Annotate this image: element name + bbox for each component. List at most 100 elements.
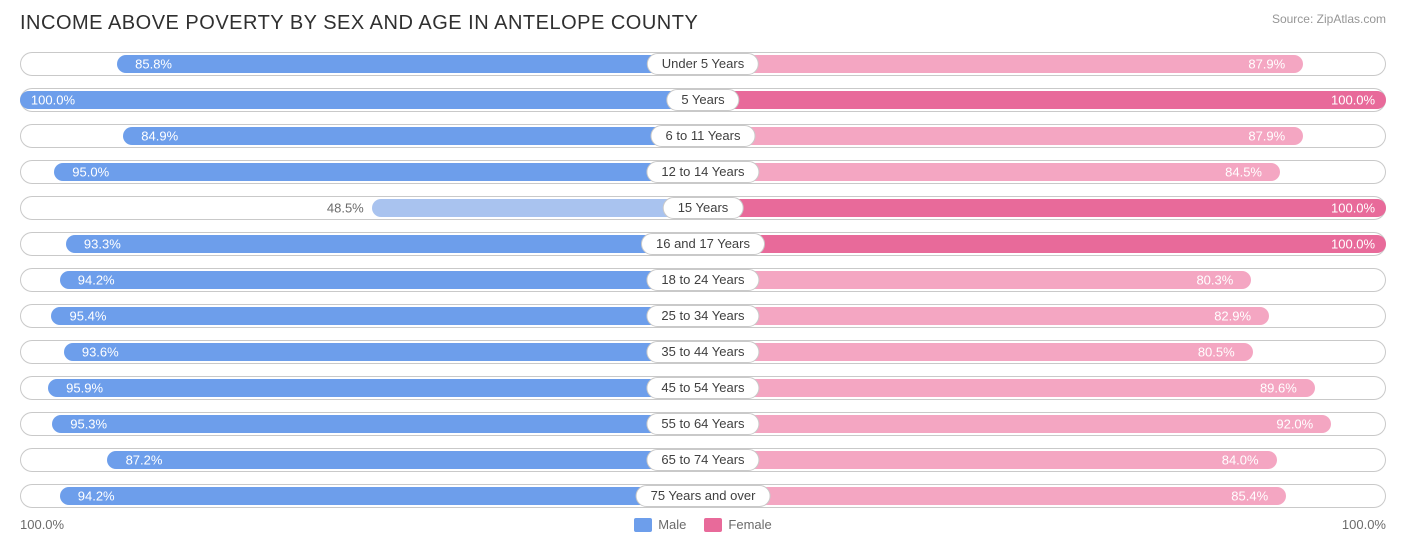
category-label: 35 to 44 Years bbox=[646, 341, 759, 363]
male-bar bbox=[60, 271, 703, 289]
male-bar bbox=[117, 55, 703, 73]
category-label: 5 Years bbox=[666, 89, 739, 111]
male-half: 84.9% bbox=[20, 121, 703, 151]
chart-row: 100.0% 100.0% 5 Years bbox=[20, 85, 1386, 115]
chart-row: 84.9%87.9%6 to 11 Years bbox=[20, 121, 1386, 151]
male-value: 93.3% bbox=[84, 237, 121, 252]
male-bar bbox=[64, 343, 703, 361]
female-value: 87.9% bbox=[1248, 129, 1285, 144]
male-bar bbox=[20, 91, 703, 109]
male-bar bbox=[51, 307, 703, 325]
male-half: 100.0% bbox=[20, 85, 703, 115]
male-bar bbox=[123, 127, 703, 145]
male-bar bbox=[66, 235, 703, 253]
chart-row: 95.0% 84.5% 12 to 14 Years bbox=[20, 157, 1386, 187]
male-value: 93.6% bbox=[82, 345, 119, 360]
female-half: 84.0% bbox=[703, 445, 1386, 475]
female-bar bbox=[703, 235, 1386, 253]
female-bar bbox=[703, 271, 1251, 289]
male-half: 94.2% bbox=[20, 481, 703, 511]
female-bar bbox=[703, 127, 1303, 145]
female-half: 87.9% bbox=[703, 121, 1386, 151]
legend: Male Female bbox=[634, 517, 772, 532]
female-bar bbox=[703, 379, 1315, 397]
male-half: 95.0% bbox=[20, 157, 703, 187]
female-bar bbox=[703, 199, 1386, 217]
category-label: 15 Years bbox=[663, 197, 744, 219]
female-value: 89.6% bbox=[1260, 381, 1297, 396]
male-half: 48.5% bbox=[20, 193, 703, 223]
category-label: 18 to 24 Years bbox=[646, 269, 759, 291]
category-label: 25 to 34 Years bbox=[646, 305, 759, 327]
male-half: 85.8% bbox=[20, 49, 703, 79]
category-label: 55 to 64 Years bbox=[646, 413, 759, 435]
chart-row: 95.9% 89.6% 45 to 54 Years bbox=[20, 373, 1386, 403]
female-bar bbox=[703, 451, 1277, 469]
female-half: 80.3% bbox=[703, 265, 1386, 295]
category-label: Under 5 Years bbox=[647, 53, 759, 75]
male-half: 87.2% bbox=[20, 445, 703, 475]
female-half: 100.0% bbox=[703, 193, 1386, 223]
male-value: 94.2% bbox=[78, 273, 115, 288]
female-value: 80.3% bbox=[1196, 273, 1233, 288]
female-half: 80.5% bbox=[703, 337, 1386, 367]
legend-male-swatch bbox=[634, 518, 652, 532]
male-half: 94.2% bbox=[20, 265, 703, 295]
chart-row: 87.2% 84.0% 65 to 74 Years bbox=[20, 445, 1386, 475]
female-value: 100.0% bbox=[1331, 93, 1375, 108]
chart-row: 95.4% 82.9% 25 to 34 Years bbox=[20, 301, 1386, 331]
male-value: 95.0% bbox=[72, 165, 109, 180]
female-half: 85.4% bbox=[703, 481, 1386, 511]
female-bar bbox=[703, 487, 1286, 505]
female-half: 100.0% bbox=[703, 85, 1386, 115]
female-value: 85.4% bbox=[1231, 489, 1268, 504]
male-value: 95.3% bbox=[70, 417, 107, 432]
chart-row: 93.3%100.0%16 and 17 Years bbox=[20, 229, 1386, 259]
female-bar bbox=[703, 163, 1280, 181]
chart-source: Source: ZipAtlas.com bbox=[1272, 12, 1386, 26]
female-bar bbox=[703, 307, 1269, 325]
male-bar bbox=[60, 487, 703, 505]
chart-row: 85.8%87.9%Under 5 Years bbox=[20, 49, 1386, 79]
category-label: 45 to 54 Years bbox=[646, 377, 759, 399]
male-bar bbox=[52, 415, 703, 433]
female-half: 89.6% bbox=[703, 373, 1386, 403]
female-value: 82.9% bbox=[1214, 309, 1251, 324]
legend-female-label: Female bbox=[728, 517, 771, 532]
chart-row: 93.6% 80.5% 35 to 44 Years bbox=[20, 337, 1386, 367]
category-label: 16 and 17 Years bbox=[641, 233, 765, 255]
male-value: 87.2% bbox=[126, 453, 163, 468]
legend-male: Male bbox=[634, 517, 686, 532]
male-value: 85.8% bbox=[135, 57, 172, 72]
male-half: 95.9% bbox=[20, 373, 703, 403]
female-half: 82.9% bbox=[703, 301, 1386, 331]
category-label: 65 to 74 Years bbox=[646, 449, 759, 471]
male-half: 95.3% bbox=[20, 409, 703, 439]
legend-female: Female bbox=[704, 517, 771, 532]
chart-row: 48.5% 100.0% 15 Years bbox=[20, 193, 1386, 223]
male-value: 95.4% bbox=[70, 309, 107, 324]
female-half: 84.5% bbox=[703, 157, 1386, 187]
female-value: 100.0% bbox=[1331, 201, 1375, 216]
male-value: 100.0% bbox=[31, 93, 75, 108]
legend-male-label: Male bbox=[658, 517, 686, 532]
male-bar bbox=[107, 451, 703, 469]
chart-row: 94.2%85.4%75 Years and over bbox=[20, 481, 1386, 511]
male-value: 95.9% bbox=[66, 381, 103, 396]
female-bar bbox=[703, 91, 1386, 109]
male-value: 84.9% bbox=[141, 129, 178, 144]
male-half: 93.6% bbox=[20, 337, 703, 367]
female-value: 92.0% bbox=[1276, 417, 1313, 432]
chart-body: 85.8%87.9%Under 5 Years100.0%100.0%5 Yea… bbox=[20, 49, 1386, 511]
male-half: 95.4% bbox=[20, 301, 703, 331]
axis-right-label: 100.0% bbox=[1342, 517, 1386, 532]
female-value: 84.0% bbox=[1222, 453, 1259, 468]
male-value: 48.5% bbox=[327, 201, 364, 216]
female-value: 84.5% bbox=[1225, 165, 1262, 180]
female-bar bbox=[703, 415, 1331, 433]
male-bar bbox=[54, 163, 703, 181]
female-bar bbox=[703, 343, 1253, 361]
female-value: 80.5% bbox=[1198, 345, 1235, 360]
category-label: 12 to 14 Years bbox=[646, 161, 759, 183]
chart-row: 94.2% 80.3% 18 to 24 Years bbox=[20, 265, 1386, 295]
